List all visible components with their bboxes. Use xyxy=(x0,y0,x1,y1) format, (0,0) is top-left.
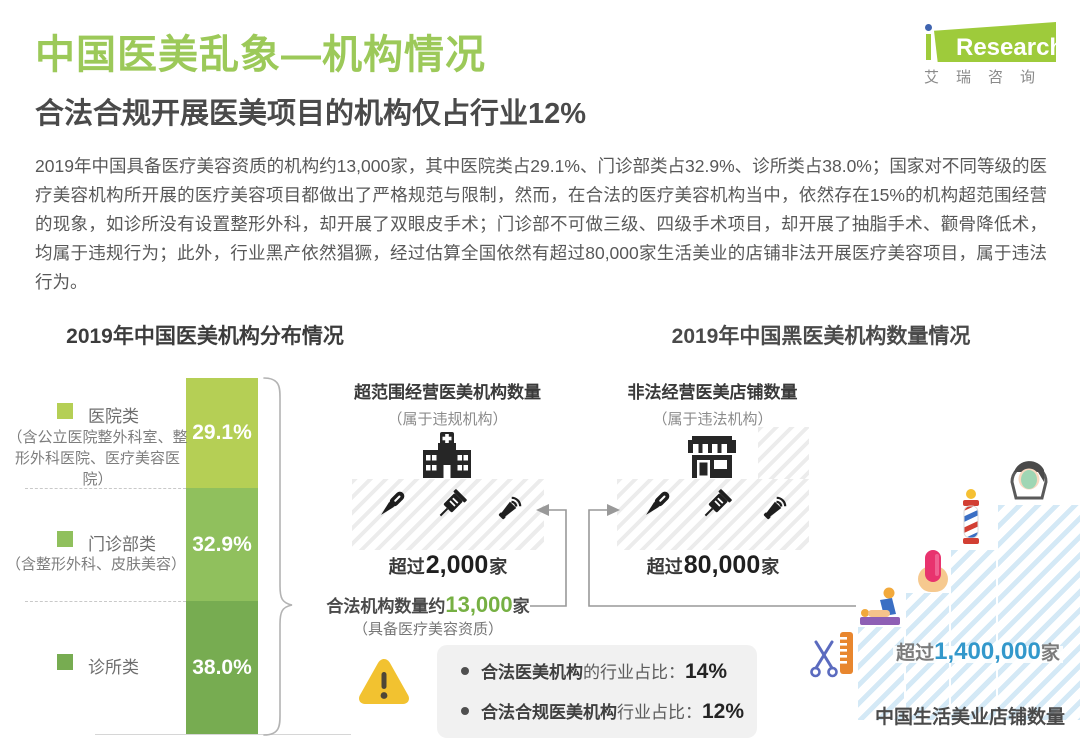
life-count-prefix: 超过 xyxy=(896,643,935,664)
logo-wordmark: Research xyxy=(956,34,1065,61)
illegal-count-prefix: 超过 xyxy=(646,557,683,577)
logo-i-dot xyxy=(925,24,932,31)
ratio1-text: 的行业占比： xyxy=(583,663,685,682)
iresearch-logo: Research 艾瑞咨询 xyxy=(918,18,1058,86)
stair-step-3 xyxy=(951,550,996,720)
ratio-row-compliant: 合法合规医美机构 行业占比： 12% xyxy=(461,698,744,724)
illegal-subheading: （属于违法机构） xyxy=(652,411,773,428)
bar-segment-clinic: 38.0% xyxy=(186,601,258,735)
manicure-nail-icon xyxy=(918,550,948,592)
legal-count-note: （具备医疗美容资质） xyxy=(352,621,503,638)
segment-divider-1 xyxy=(25,488,186,489)
facial-mask-icon xyxy=(1010,461,1048,500)
stair-step-1 xyxy=(858,627,904,720)
legend-label-clinic: 诊所类 xyxy=(88,658,139,677)
bullet-dot xyxy=(461,707,469,715)
illegal-count: 超过 80,000 家 xyxy=(617,551,809,580)
ratio-row-legal: 合法医美机构 的行业占比： 14% xyxy=(461,658,727,684)
industry-ratio-box: 合法医美机构 的行业占比： 14% 合法合规医美机构 行业占比： 12% xyxy=(437,645,757,738)
life-beauty-caption: 中国生活美业店铺数量 xyxy=(874,707,1065,728)
legend-label-clinic-dept: 门诊部类 xyxy=(88,535,156,554)
legend-swatch-clinic xyxy=(57,654,73,670)
bar-segment-hospital: 29.1% xyxy=(186,378,258,488)
segment-divider-2 xyxy=(25,601,186,602)
distribution-chart-title: 2019年中国医美机构分布情况 xyxy=(66,325,344,348)
logo-chinese-name: 艾瑞咨询 xyxy=(924,69,1053,86)
life-count-value: 1,400,000 xyxy=(934,638,1041,665)
page-title: 中国医美乱象—机构情况 xyxy=(35,33,486,77)
syringe-icon xyxy=(439,489,467,517)
legal-count: 合法机构数量约13,000家 xyxy=(318,592,538,618)
hospital-building-icon xyxy=(423,432,471,478)
bar-label-clinic: 38.0% xyxy=(192,656,252,679)
ratio2-text: 行业占比： xyxy=(617,703,702,722)
legal-count-suffix: 家 xyxy=(512,597,530,616)
legend-swatch-hospital xyxy=(57,403,73,419)
legend-note-hospital: （含公立医院整外科室、整形外科医院、医疗美容医院） xyxy=(7,429,188,488)
bullet-dot xyxy=(461,667,469,675)
illegal-hatch-corner xyxy=(758,427,809,479)
overscope-count-prefix: 超过 xyxy=(388,557,425,577)
legend-label-hospital: 医院类 xyxy=(88,407,139,426)
warning-triangle-icon xyxy=(359,659,409,704)
ultrasound-probe-icon xyxy=(763,496,787,520)
stair-step-4 xyxy=(998,505,1080,720)
stacked-bar: 29.1% 32.9% 38.0% xyxy=(186,378,258,735)
scalpel-icon xyxy=(646,491,670,515)
ratio2-value: 12% xyxy=(702,700,745,723)
overscope-subheading: （属于违规机构） xyxy=(387,411,508,428)
scissors-comb-icon xyxy=(810,632,853,678)
bar-label-clinic-dept: 32.9% xyxy=(192,532,252,556)
bar-segment-clinic-dept: 32.9% xyxy=(186,488,258,601)
page-subtitle: 合法合规开展医美项目的机构仅占行业12% xyxy=(35,98,587,130)
overscope-heading: 超范围经营医美机构数量 xyxy=(354,383,541,402)
brace-bracket xyxy=(263,377,293,736)
intro-paragraph: 2019年中国具备医疗美容资质的机构约13,000家，其中医院类占29.1%、门… xyxy=(35,156,1047,292)
ratio1-term: 合法医美机构 xyxy=(481,663,583,682)
black-market-title: 2019年中国黑医美机构数量情况 xyxy=(671,325,971,348)
legal-count-value: 13,000 xyxy=(445,592,513,617)
scalpel-icon xyxy=(381,491,405,515)
syringe-icon xyxy=(704,489,732,517)
illegal-count-value: 80,000 xyxy=(683,551,761,579)
legend-note-clinic-dept: （含整形外科、皮肤美容） xyxy=(5,556,186,573)
bar-label-hospital: 29.1% xyxy=(192,421,252,444)
bar-baseline xyxy=(95,734,351,735)
storefront-icon xyxy=(688,436,736,478)
illegal-heading: 非法经营医美店铺数量 xyxy=(627,383,798,402)
life-beauty-count: 超过1,400,000家 xyxy=(878,638,1078,666)
overscope-count-suffix: 家 xyxy=(489,557,508,577)
legend-swatch-clinic-dept xyxy=(57,531,73,547)
ultrasound-probe-icon xyxy=(498,496,522,520)
massage-icon xyxy=(860,587,900,625)
overscope-count: 超过 2,000 家 xyxy=(352,551,544,580)
ratio1-value: 14% xyxy=(685,660,728,683)
overscope-hatch-band xyxy=(352,479,544,550)
logo-i-stem xyxy=(926,34,931,60)
illegal-count-suffix: 家 xyxy=(761,557,780,577)
legal-count-prefix: 合法机构数量约 xyxy=(326,597,446,616)
ratio2-term: 合法合规医美机构 xyxy=(481,703,617,722)
barber-pole-icon xyxy=(963,489,979,544)
overscope-count-value: 2,000 xyxy=(425,551,489,579)
life-count-suffix: 家 xyxy=(1040,643,1060,664)
logo-green-shape: Research xyxy=(934,22,1056,62)
